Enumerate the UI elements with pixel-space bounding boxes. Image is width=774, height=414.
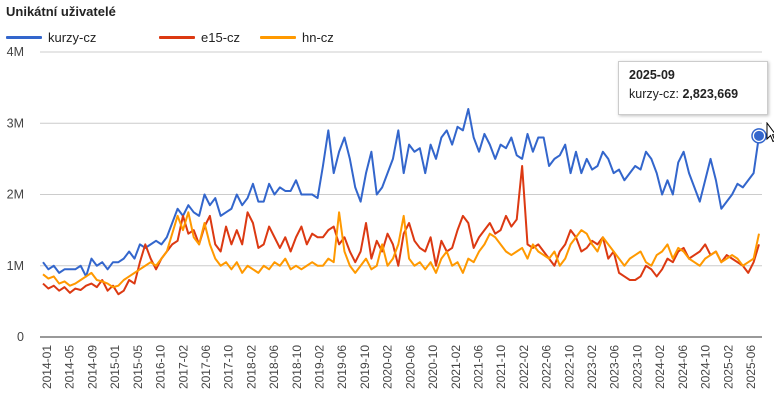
- x-tick-label: 2020-02: [381, 345, 395, 389]
- legend-item-hn-cz[interactable]: hn-cz: [260, 30, 334, 45]
- x-tick-label: 2024-02: [653, 345, 667, 389]
- tooltip-value: 2,823,669: [682, 87, 739, 101]
- x-tick-label: 2020-10: [426, 345, 440, 389]
- x-tick-label: 2018-06: [267, 345, 281, 389]
- x-tick-label: 2022-10: [562, 345, 576, 389]
- series-line-kurzy-cz: [42, 108, 760, 278]
- y-tick-label: 4M: [7, 45, 24, 59]
- chart-tooltip: 2025-09 kurzy-cz: 2,823,669: [618, 61, 768, 115]
- x-tick-label: 2023-02: [585, 345, 599, 389]
- x-tick-label: 2015-05: [131, 345, 145, 389]
- x-tick-label: 2022-06: [540, 345, 554, 389]
- x-tick-label: 2016-10: [154, 345, 168, 389]
- legend-swatch-hn-cz: [260, 36, 296, 39]
- legend-item-e15-cz[interactable]: e15-cz: [159, 30, 240, 45]
- highlight-point: [754, 130, 764, 141]
- legend-label-e15-cz: e15-cz: [201, 30, 241, 45]
- x-tick-label: 2021-10: [494, 345, 508, 389]
- x-tick-label: 2014-05: [63, 345, 77, 389]
- x-tick-label: 2019-02: [313, 345, 327, 389]
- series-line-hn-cz: [42, 211, 760, 289]
- x-tick-label: 2021-06: [472, 345, 486, 389]
- y-tick-label: 0: [17, 330, 24, 344]
- x-tick-label: 2015-01: [108, 345, 122, 389]
- mouse-cursor-icon: [766, 122, 774, 143]
- legend-label-kurzy-cz: kurzy-cz: [48, 30, 97, 45]
- x-tick-label: 2017-06: [199, 345, 213, 389]
- y-tick-label: 2M: [7, 188, 24, 202]
- x-tick-label: 2014-09: [85, 345, 99, 389]
- x-tick-label: 2018-02: [244, 345, 258, 389]
- x-tick-label: 2023-06: [608, 345, 622, 389]
- x-tick-label: 2014-01: [40, 345, 54, 389]
- x-tick-label: 2017-10: [222, 345, 236, 389]
- tooltip-row: kurzy-cz: 2,823,669: [629, 87, 757, 101]
- y-tick-label: 1M: [7, 259, 24, 273]
- legend-swatch-kurzy-cz: [6, 36, 42, 39]
- x-tick-label: 2017-02: [176, 345, 190, 389]
- x-tick-label: 2024-10: [699, 345, 713, 389]
- x-tick-label: 2019-10: [358, 345, 372, 389]
- x-tick-label: 2019-06: [335, 345, 349, 389]
- x-tick-label: 2025-02: [721, 345, 735, 389]
- tooltip-series-label: kurzy-cz:: [629, 87, 679, 101]
- legend-swatch-e15-cz: [159, 36, 195, 39]
- x-tick-label: 2018-10: [290, 345, 304, 389]
- x-tick-label: 2024-06: [676, 345, 690, 389]
- x-tick-label: 2021-02: [449, 345, 463, 389]
- x-tick-label: 2025-06: [744, 345, 758, 389]
- legend-item-kurzy-cz[interactable]: kurzy-cz: [6, 30, 96, 45]
- tooltip-period: 2025-09: [629, 68, 675, 82]
- x-tick-label: 2022-02: [517, 345, 531, 389]
- y-tick-label: 3M: [7, 116, 24, 130]
- x-tick-label: 2023-10: [631, 345, 645, 389]
- chart-title: Unikátní uživatelé: [6, 4, 116, 19]
- legend-label-hn-cz: hn-cz: [302, 30, 334, 45]
- x-tick-label: 2020-06: [403, 345, 417, 389]
